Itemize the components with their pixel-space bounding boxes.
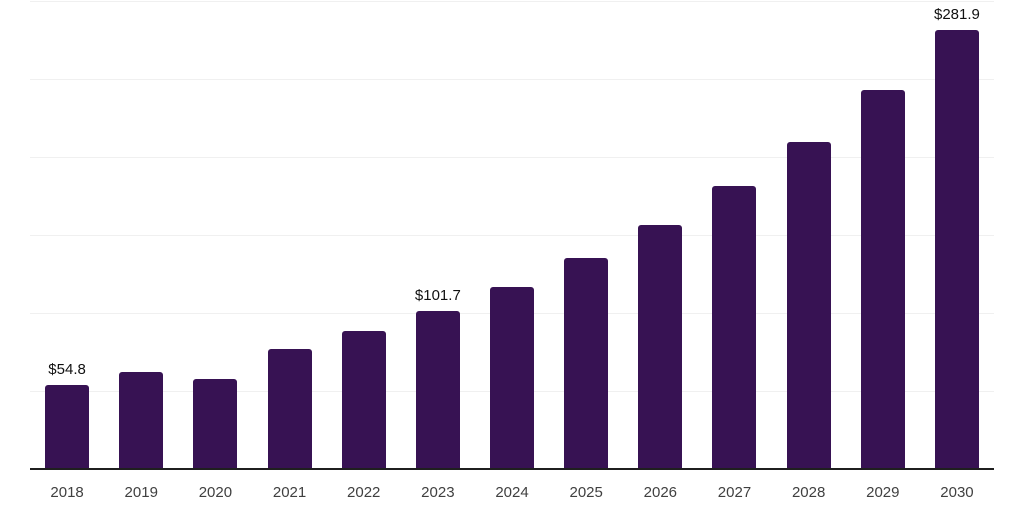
gridline-300	[30, 1, 994, 2]
x-tick-2024: 2024	[495, 484, 529, 501]
bar-2018	[45, 384, 90, 470]
x-tick-2020: 2020	[198, 484, 233, 501]
x-tick-2026: 2026	[643, 484, 678, 501]
bar-slot-2018: $54.8	[30, 0, 104, 470]
x-tick-2028: 2028	[791, 484, 826, 501]
bar-slot-2029	[846, 0, 920, 470]
value-label-2030: $281.9	[934, 6, 980, 24]
bar-2021	[267, 349, 312, 470]
value-label-2018: $54.8	[48, 360, 86, 378]
x-axis-line	[30, 468, 994, 470]
x-tick-2027: 2027	[717, 484, 752, 501]
bar-2019	[119, 371, 164, 470]
bar-slot-2028	[772, 0, 846, 470]
bar-2029	[860, 90, 905, 470]
bar-2024	[490, 286, 535, 470]
x-axis-labels: 2018 2019 2020 2021 2022 2023 2024 2025 2026 2027…	[30, 483, 994, 502]
bar-slot-2023: $101.7	[401, 0, 475, 470]
bar-slot-2026	[623, 0, 697, 470]
bar-slot-2022	[327, 0, 401, 470]
x-tick-2022: 2022	[347, 484, 381, 501]
x-tick-2029: 2029	[866, 484, 900, 501]
bar-slot-2020	[178, 0, 252, 470]
x-tick-2019: 2019	[124, 484, 158, 501]
x-tick-2018: 2018	[50, 484, 84, 501]
bar-slot-2019	[104, 0, 178, 470]
bar-slot-2021	[252, 0, 326, 470]
bar-2025	[564, 257, 609, 470]
x-tick-2023: 2023	[421, 484, 455, 501]
value-label-2023: $101.7	[414, 287, 461, 305]
bar-2027	[712, 185, 757, 470]
bars: $54.8 $101.7 $281.9	[30, 0, 994, 470]
bar-slot-2024	[475, 0, 549, 470]
x-tick-2021: 2021	[272, 484, 307, 501]
bar-2023	[415, 311, 460, 470]
plot-area: $54.8 $101.7 $281.9	[30, 0, 994, 470]
bar-2030	[934, 30, 979, 470]
gridline-200	[30, 157, 994, 158]
bar-slot-2030: $281.9	[920, 0, 994, 470]
gridline-250	[30, 79, 994, 80]
gridline-150	[30, 235, 994, 236]
bar-2022	[341, 331, 386, 470]
x-tick-2025: 2025	[569, 484, 603, 501]
x-tick-2030: 2030	[940, 484, 974, 501]
bar-2026	[638, 224, 683, 470]
bar-slot-2027	[697, 0, 771, 470]
bar-slot-2025	[549, 0, 623, 470]
bar-2020	[193, 379, 238, 470]
bar-2028	[786, 141, 831, 470]
